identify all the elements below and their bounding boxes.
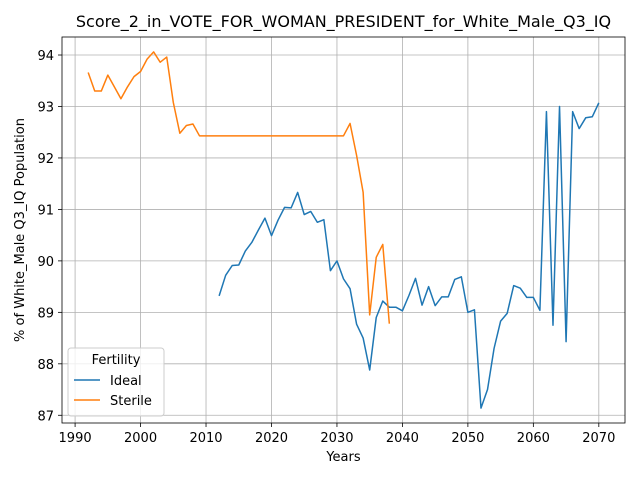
y-tick-label: 89	[37, 306, 54, 321]
y-tick-label: 88	[37, 358, 54, 373]
x-axis-label: Years	[325, 450, 361, 465]
x-tick-label: 2060	[517, 431, 550, 446]
series-line-sterile	[87, 51, 391, 324]
chart-title: Score_2_in_VOTE_FOR_WOMAN_PRESIDENT_for_…	[76, 12, 611, 32]
series-line-ideal	[218, 102, 600, 409]
legend: Fertility Ideal Sterile	[67, 347, 165, 417]
x-tick-label: 2040	[386, 431, 419, 446]
legend-label-ideal: Ideal	[110, 374, 142, 389]
y-tick-label: 94	[37, 49, 54, 64]
y-tick-label: 91	[37, 203, 54, 218]
x-tick-label: 2010	[189, 431, 222, 446]
legend-label-sterile: Sterile	[110, 394, 152, 409]
x-tick-label: 2020	[255, 431, 288, 446]
plot-frame	[61, 36, 626, 424]
x-tick-label: 2050	[451, 431, 484, 446]
grid	[62, 37, 625, 423]
y-tick-label: 90	[37, 255, 54, 270]
legend-box	[67, 347, 165, 417]
axis-ticks: 1990 2000 2010 2020 2030 2040 2050 2060 2070 87 88…	[37, 49, 615, 446]
x-tick-label: 2030	[320, 431, 353, 446]
x-tick-label: 2000	[124, 431, 157, 446]
x-tick-label: 1990	[59, 431, 92, 446]
series-group	[87, 51, 600, 409]
y-tick-label: 93	[37, 100, 54, 115]
legend-title: Fertility	[92, 353, 141, 368]
y-tick-label: 87	[37, 409, 54, 424]
y-tick-label: 92	[37, 152, 54, 167]
x-tick-label: 2070	[582, 431, 615, 446]
y-axis-label: % of White_Male Q3_IQ Population	[13, 118, 28, 342]
